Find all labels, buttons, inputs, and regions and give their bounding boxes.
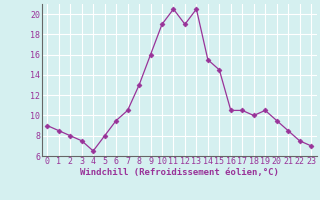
X-axis label: Windchill (Refroidissement éolien,°C): Windchill (Refroidissement éolien,°C) <box>80 168 279 177</box>
